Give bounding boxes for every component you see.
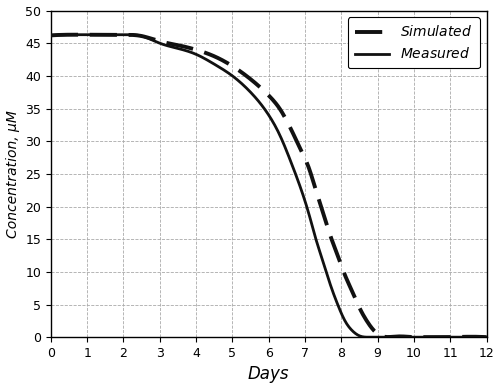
Line: $\it{Measured}$: $\it{Measured}$ (51, 35, 486, 337)
$\it{Simulated}$ (364, 318, 370, 323)
$\it{Measured}$ (364, 335, 370, 340)
$\it{Simulated}$ (48, 33, 54, 38)
X-axis label: Days: Days (248, 365, 290, 384)
$\it{Measured}$ (323, 269, 329, 273)
$\it{Measured}$ (126, 32, 132, 37)
Y-axis label: Concentration, μM: Concentration, μM (6, 110, 20, 238)
$\it{Measured}$ (100, 32, 106, 37)
$\it{Simulated}$ (323, 220, 329, 224)
$\it{Simulated}$ (73, 32, 79, 37)
$\it{Simulated}$ (191, 47, 197, 51)
$\it{Simulated}$ (412, 335, 418, 340)
$\it{Simulated}$ (102, 32, 107, 37)
Line: $\it{Simulated}$: $\it{Simulated}$ (51, 35, 486, 337)
Legend: $\it{Simulated}$, $\it{Measured}$: $\it{Simulated}$, $\it{Measured}$ (348, 18, 480, 68)
$\it{Simulated}$ (484, 335, 490, 340)
$\it{Simulated}$ (366, 321, 372, 326)
$\it{Simulated}$ (222, 59, 228, 64)
$\it{Measured}$ (366, 335, 372, 340)
$\it{Measured}$ (222, 68, 228, 73)
$\it{Measured}$ (364, 335, 370, 340)
$\it{Measured}$ (48, 33, 54, 38)
$\it{Measured}$ (484, 335, 490, 340)
$\it{Measured}$ (191, 51, 197, 56)
